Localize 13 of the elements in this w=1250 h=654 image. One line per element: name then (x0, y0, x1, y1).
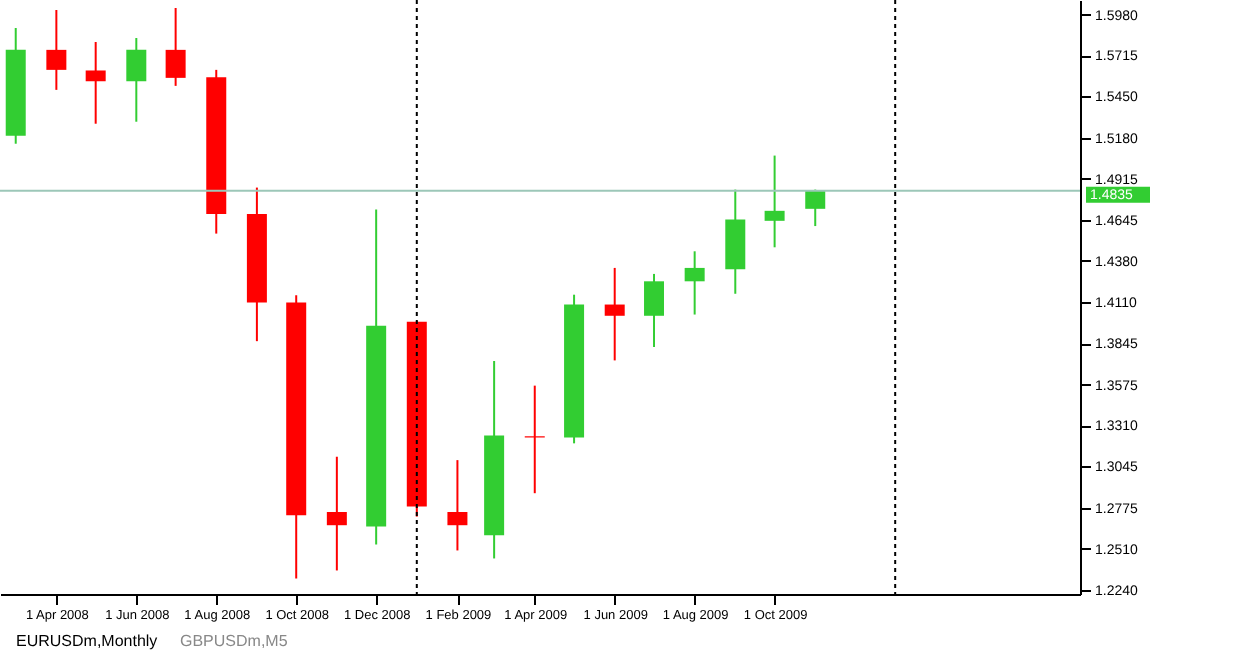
candlestick (85, 41, 106, 125)
candlestick (764, 154, 785, 249)
candlestick (684, 250, 705, 316)
candlestick (46, 9, 67, 91)
text: EURUSDm,Monthly (16, 632, 158, 650)
candlestick (126, 37, 147, 123)
text: GBPUSDm,M5 (180, 632, 289, 650)
candlestick (644, 272, 665, 349)
candlestick (604, 266, 625, 362)
candlestick (805, 188, 826, 228)
candlestick (165, 7, 186, 87)
candlestick (326, 455, 347, 572)
candlestick (447, 459, 468, 552)
